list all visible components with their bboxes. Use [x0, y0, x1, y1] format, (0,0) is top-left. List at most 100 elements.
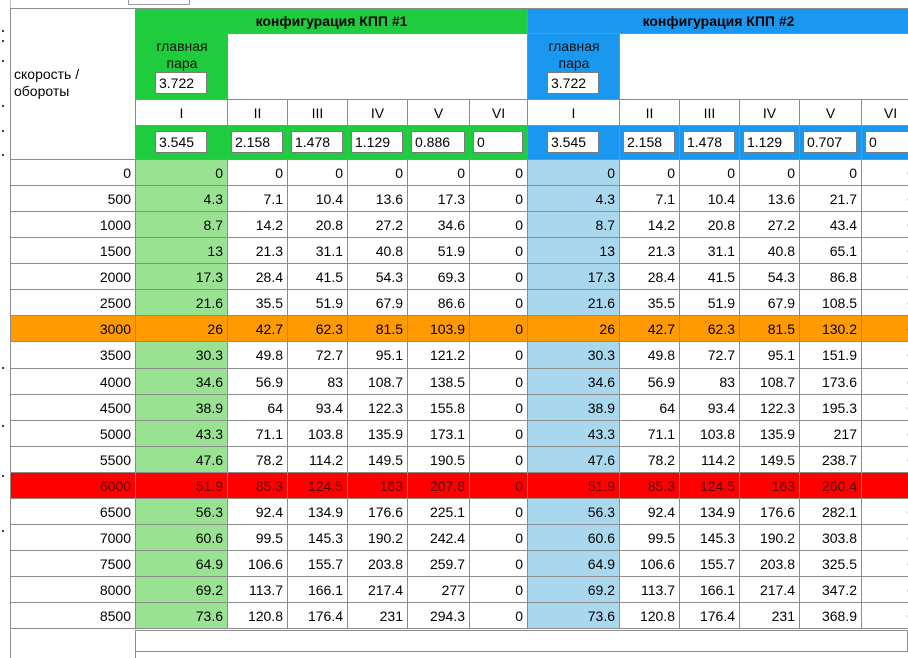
gutter-tick	[2, 530, 4, 532]
config2-gear-5-header: V	[800, 100, 862, 126]
config2-gear-5-ratio-input[interactable]: 0.707	[803, 131, 857, 153]
table-cell: 0	[862, 369, 908, 395]
table-cell: 260.4	[800, 473, 862, 499]
config1-final-drive-input[interactable]: 3.722	[155, 72, 207, 94]
table-cell: 122.3	[740, 395, 800, 421]
config1-gear-2-header: II	[228, 100, 288, 126]
table-cell: 99.5	[228, 525, 288, 551]
table-cell: 238.7	[800, 447, 862, 473]
gutter-tick	[2, 60, 4, 62]
empty-row-label	[10, 630, 136, 658]
gutter-tick	[2, 30, 4, 32]
config2-title: конфигурация КПП #2	[528, 8, 908, 34]
table-cell: 325.5	[800, 551, 862, 577]
table-cell: 49.8	[228, 342, 288, 369]
speed-rpm-label: скорость / обороты	[14, 66, 80, 99]
table-cell: 17.3	[408, 186, 470, 212]
table-cell: 0	[620, 160, 680, 186]
table-cell: 106.6	[620, 551, 680, 577]
table-cell: 0	[470, 369, 528, 395]
table-cell: 0	[470, 316, 528, 342]
table-cell: 166.1	[288, 577, 348, 603]
config1-gear-5-header: V	[408, 100, 470, 126]
table-cell: 0	[862, 238, 908, 264]
table-cell: 92.4	[620, 499, 680, 525]
config2-gear-4-ratio-input[interactable]: 1.129	[743, 131, 795, 153]
config2-gear-2-ratio-input[interactable]: 2.158	[623, 131, 675, 153]
table-cell: 155.7	[680, 551, 740, 577]
table-cell: 10.4	[288, 186, 348, 212]
table-cell: 121.2	[408, 342, 470, 369]
rpm-row-label: 7000	[10, 525, 136, 551]
table-cell: 64	[228, 395, 288, 421]
table-cell: 0	[470, 238, 528, 264]
config2-gear-3-header: III	[680, 100, 740, 126]
table-cell: 8.7	[528, 212, 620, 238]
gutter-tick	[2, 154, 4, 156]
table-cell: 130.2	[800, 316, 862, 342]
config1-gear-2-ratio-input[interactable]: 2.158	[231, 131, 283, 153]
table-cell: 0	[470, 264, 528, 290]
config2-gear-6-ratio-input[interactable]: 0	[865, 131, 908, 153]
config2-final-drive-label: главная пара	[548, 38, 600, 71]
table-cell: 40.8	[740, 238, 800, 264]
config1-gear-6-ratio-input[interactable]: 0	[473, 131, 523, 153]
table-cell: 41.5	[288, 264, 348, 290]
config2-gear-3-ratio-input[interactable]: 1.478	[683, 131, 735, 153]
table-cell: 99.5	[620, 525, 680, 551]
table-cell: 86.6	[408, 290, 470, 316]
table-cell: 83	[680, 369, 740, 395]
config2-final-drive-input[interactable]: 3.722	[547, 72, 599, 94]
table-cell: 43.3	[528, 421, 620, 447]
table-cell: 0	[470, 395, 528, 421]
config1-gear-3-ratio-input[interactable]: 1.478	[291, 131, 343, 153]
table-cell: 122.3	[348, 395, 408, 421]
table-cell: 13.6	[740, 186, 800, 212]
table-cell: 145.3	[680, 525, 740, 551]
table-cell: 56.3	[136, 499, 228, 525]
table-cell: 0	[470, 290, 528, 316]
table-cell: 0	[470, 447, 528, 473]
table-cell: 8.7	[136, 212, 228, 238]
config2-gear-4-header: IV	[740, 100, 800, 126]
table-cell: 56.9	[228, 369, 288, 395]
config1-gear-5-ratio-input[interactable]: 0.886	[411, 131, 465, 153]
table-cell: 0	[288, 160, 348, 186]
config2-gear-1-ratio-input[interactable]: 3.545	[547, 131, 599, 153]
table-cell: 26	[136, 316, 228, 342]
rpm-row-label: 0	[10, 160, 136, 186]
table-cell: 71.1	[620, 421, 680, 447]
gutter-tick	[2, 367, 4, 369]
table-cell: 0	[470, 421, 528, 447]
config1-gear-1-header: I	[136, 100, 228, 126]
table-cell: 0	[862, 290, 908, 316]
table-cell: 69.3	[408, 264, 470, 290]
table-cell: 31.1	[288, 238, 348, 264]
table-cell: 73.6	[136, 603, 228, 629]
table-cell: 42.7	[620, 316, 680, 342]
table-cell: 43.4	[800, 212, 862, 238]
top-toolbar-button[interactable]	[128, 0, 190, 5]
table-cell: 0	[862, 160, 908, 186]
table-cell: 67.9	[740, 290, 800, 316]
table-cell: 217	[800, 421, 862, 447]
table-cell: 106.6	[228, 551, 288, 577]
table-cell: 21.7	[800, 186, 862, 212]
table-cell: 203.8	[740, 551, 800, 577]
table-cell: 103.8	[288, 421, 348, 447]
table-cell: 190.5	[408, 447, 470, 473]
table-cell: 62.3	[680, 316, 740, 342]
table-cell: 217.4	[348, 577, 408, 603]
table-cell: 195.3	[800, 395, 862, 421]
config2-gear-6-header: VI	[862, 100, 908, 126]
table-cell: 294.3	[408, 603, 470, 629]
config1-gear-4-ratio-input[interactable]: 1.129	[351, 131, 403, 153]
table-cell: 0	[470, 342, 528, 369]
table-cell: 108.7	[348, 369, 408, 395]
table-cell: 0	[470, 186, 528, 212]
table-cell: 14.2	[228, 212, 288, 238]
table-cell: 62.3	[288, 316, 348, 342]
config1-gear-1-ratio-input[interactable]: 3.545	[155, 131, 207, 153]
table-cell: 0	[470, 551, 528, 577]
table-cell: 69.2	[528, 577, 620, 603]
